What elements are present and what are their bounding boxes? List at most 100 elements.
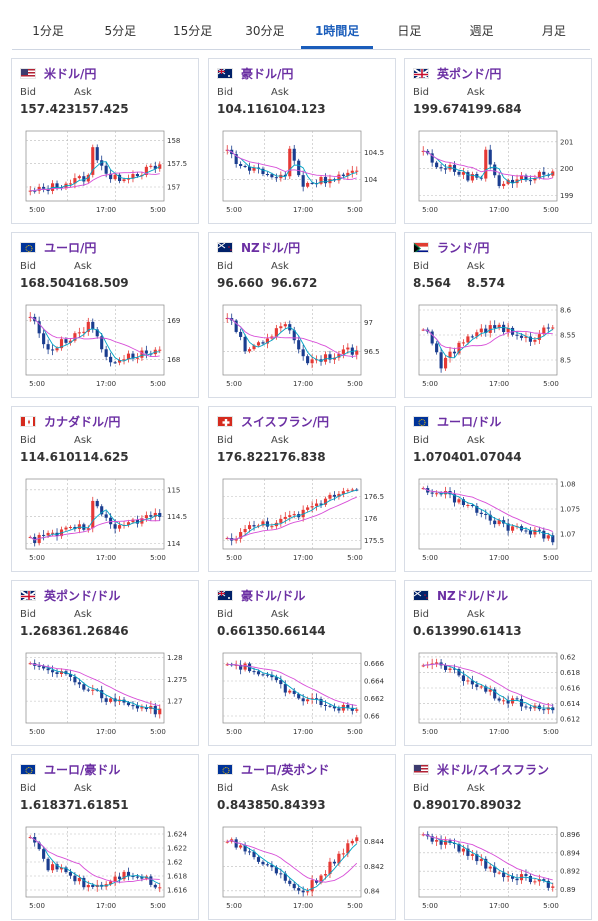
currency-card[interactable]: スイスフラン/円 Bid Ask 176.822 176.838 176.5 176 175.… xyxy=(208,406,396,572)
price-chart[interactable]: 0.62 0.618 0.616 0.614 0.612 5:00 17:00 5:00 xyxy=(411,651,587,739)
price-chart[interactable]: 0.844 0.842 0.84 5:00 17:00 5:00 xyxy=(215,825,391,913)
card-header[interactable]: 豪ドル/円 xyxy=(217,65,293,81)
ma-fast-line xyxy=(29,509,160,541)
price-chart[interactable]: 0.896 0.894 0.892 0.89 5:00 17:00 5:00 xyxy=(411,825,587,913)
card-header[interactable]: スイスフラン/円 xyxy=(217,413,329,429)
pair-name[interactable]: NZドル/円 xyxy=(241,240,301,255)
pair-name[interactable]: カナダドル/円 xyxy=(44,414,121,429)
card-header[interactable]: ユーロ/ドル xyxy=(413,413,501,429)
currency-card[interactable]: NZドル/ドル Bid Ask 0.61399 0.61413 0.62 0.618 0.61… xyxy=(404,580,592,746)
currency-card[interactable]: 米ドル/スイスフラン Bid Ask 0.89017 0.89032 0.896 0.894… xyxy=(404,754,592,920)
price-chart[interactable]: 176.5 176 175.5 5:00 17:00 5:00 xyxy=(215,477,391,565)
ask-value: 1.26846 xyxy=(74,624,129,638)
price-chart[interactable]: 115 114.5 114 5:00 17:00 5:00 xyxy=(18,477,194,565)
card-header[interactable]: NZドル/ドル xyxy=(413,587,508,603)
y-tick-label: 114 xyxy=(167,540,181,548)
currency-card[interactable]: 英ポンド/ドル Bid Ask 1.26836 1.26846 1.28 1.275 1.27… xyxy=(11,580,199,746)
ma-slow-line xyxy=(423,487,553,532)
card-header[interactable]: ユーロ/円 xyxy=(20,239,96,255)
card-header[interactable]: 豪ドル/ドル xyxy=(217,587,305,603)
price-chart[interactable]: 158 157.5 157 5:00 17:00 5:00 xyxy=(18,129,194,217)
candle-body xyxy=(435,162,439,168)
pair-name[interactable]: 豪ドル/ドル xyxy=(241,588,306,603)
card-header[interactable]: 米ドル/円 xyxy=(20,65,96,81)
candle-body xyxy=(430,492,434,494)
x-tick-label: 17:00 xyxy=(96,380,116,388)
pair-name[interactable]: ランド/円 xyxy=(437,240,490,255)
pair-name[interactable]: NZドル/ドル xyxy=(437,588,509,603)
currency-card[interactable]: 米ドル/円 Bid Ask 157.423 157.425 158 157.5 157 5:00… xyxy=(11,58,199,224)
pair-name[interactable]: 英ポンド/円 xyxy=(437,66,502,81)
pair-name[interactable]: 豪ドル/円 xyxy=(241,66,294,81)
pair-name[interactable]: 米ドル/円 xyxy=(44,66,97,81)
bid-value: 0.89017 xyxy=(413,798,468,812)
candle-body xyxy=(288,148,292,177)
y-tick-label: 0.664 xyxy=(364,678,385,686)
card-header[interactable]: 英ポンド/円 xyxy=(413,65,501,81)
currency-card[interactable]: 豪ドル/円 Bid Ask 104.116 104.123 104.5 104 5:00 17:… xyxy=(208,58,396,224)
candle-body xyxy=(42,333,46,345)
card-header[interactable]: 米ドル/スイスフラン xyxy=(413,761,549,777)
currency-card[interactable]: ユーロ/円 Bid Ask 168.504 168.509 169 168 5:00 17:00… xyxy=(11,232,199,398)
pair-name[interactable]: ユーロ/ドル xyxy=(437,414,502,429)
price-chart[interactable]: 0.666 0.664 0.662 0.66 5:00 17:00 5:00 xyxy=(215,651,391,739)
pair-name[interactable]: ユーロ/豪ドル xyxy=(44,762,121,777)
price-chart[interactable]: 1.08 1.075 1.07 5:00 17:00 5:00 xyxy=(411,477,587,565)
currency-card[interactable]: NZドル/円 Bid Ask 96.660 96.672 97 96.5 5:00 17:00 5… xyxy=(208,232,396,398)
pair-name[interactable]: ユーロ/円 xyxy=(44,240,97,255)
pair-name[interactable]: ユーロ/英ポンド xyxy=(241,762,330,777)
card-header[interactable]: ユーロ/英ポンド xyxy=(217,761,329,777)
candle-body xyxy=(466,680,470,682)
price-chart[interactable]: 1.28 1.275 1.27 5:00 17:00 5:00 xyxy=(18,651,194,739)
candle-body xyxy=(488,325,492,333)
candle-body xyxy=(542,530,546,539)
tab-7[interactable]: 月足 xyxy=(541,24,566,38)
currency-card[interactable]: ランド/円 Bid Ask 8.564 8.574 8.6 8.55 8.5 5:00 17:00… xyxy=(404,232,592,398)
tab-3[interactable]: 30分足 xyxy=(245,24,285,38)
card-header[interactable]: カナダドル/円 xyxy=(20,413,120,429)
card-header[interactable]: ユーロ/豪ドル xyxy=(20,761,120,777)
currency-grid: 米ドル/円 Bid Ask 157.423 157.425 158 157.5 157 5:00… xyxy=(11,58,593,920)
tab-4[interactable]: 1時間足 xyxy=(301,14,374,49)
candle-body xyxy=(484,686,488,692)
ask-value: 0.89032 xyxy=(467,798,522,812)
price-chart[interactable]: 201 200 199 5:00 17:00 5:00 xyxy=(411,129,587,217)
candle-body xyxy=(430,663,434,665)
currency-card[interactable]: 英ポンド/円 Bid Ask 199.674 199.684 201 200 199 5:00 1… xyxy=(404,58,592,224)
candle-body xyxy=(288,690,292,693)
currency-card[interactable]: ユーロ/豪ドル Bid Ask 1.61837 1.61851 1.624 1.622 1.6… xyxy=(11,754,199,920)
tab-6[interactable]: 週足 xyxy=(469,24,494,38)
currency-card[interactable]: ユーロ/ドル Bid Ask 1.07040 1.07044 1.08 1.075 1.07 5… xyxy=(404,406,592,572)
tab-0[interactable]: 1分足 xyxy=(32,24,64,38)
tab-2[interactable]: 15分足 xyxy=(172,24,213,38)
card-header[interactable]: NZドル/円 xyxy=(217,239,300,255)
price-chart[interactable]: 1.624 1.622 1.62 1.618 1.616 5:00 17:00 5:00 xyxy=(18,825,194,913)
candle-body xyxy=(310,182,314,184)
pair-name[interactable]: 米ドル/スイスフラン xyxy=(437,762,550,777)
chart-frame xyxy=(222,652,362,724)
candle-body xyxy=(506,327,510,333)
price-chart[interactable]: 8.6 8.55 8.5 5:00 17:00 5:00 xyxy=(411,303,587,391)
candle-body xyxy=(144,350,148,354)
currency-card[interactable]: カナダドル/円 Bid Ask 114.610 114.625 115 114.5 114 5:… xyxy=(11,406,199,572)
currency-card[interactable]: 豪ドル/ドル Bid Ask 0.66135 0.66144 0.666 0.664 0.66… xyxy=(208,580,396,746)
card-header[interactable]: ランド/円 xyxy=(413,239,489,255)
candle-body xyxy=(341,174,345,176)
candle-body xyxy=(502,183,506,187)
tab-5[interactable]: 日足 xyxy=(397,24,422,38)
chart-svg: 104.5 104 5:00 17:00 5:00 xyxy=(222,130,384,214)
price-chart[interactable]: 97 96.5 5:00 17:00 5:00 xyxy=(215,303,391,391)
tab-1[interactable]: 5分足 xyxy=(104,24,137,38)
pair-name[interactable]: スイスフラン/円 xyxy=(241,414,330,429)
candle-body xyxy=(328,861,332,875)
candle-body xyxy=(68,673,72,677)
card-header[interactable]: 英ポンド/ドル xyxy=(20,587,120,603)
currency-card[interactable]: ユーロ/英ポンド Bid Ask 0.84385 0.84393 0.844 0.842 0.… xyxy=(208,754,396,920)
candle-body xyxy=(234,538,238,541)
price-chart[interactable]: 104.5 104 5:00 17:00 5:00 xyxy=(215,129,391,217)
ask-value: 1.07044 xyxy=(467,450,522,464)
price-chart[interactable]: 169 168 5:00 17:00 5:00 xyxy=(18,303,194,391)
bid-value: 1.07040 xyxy=(413,450,468,464)
pair-name[interactable]: 英ポンド/ドル xyxy=(44,588,121,603)
candle-body xyxy=(109,173,113,180)
